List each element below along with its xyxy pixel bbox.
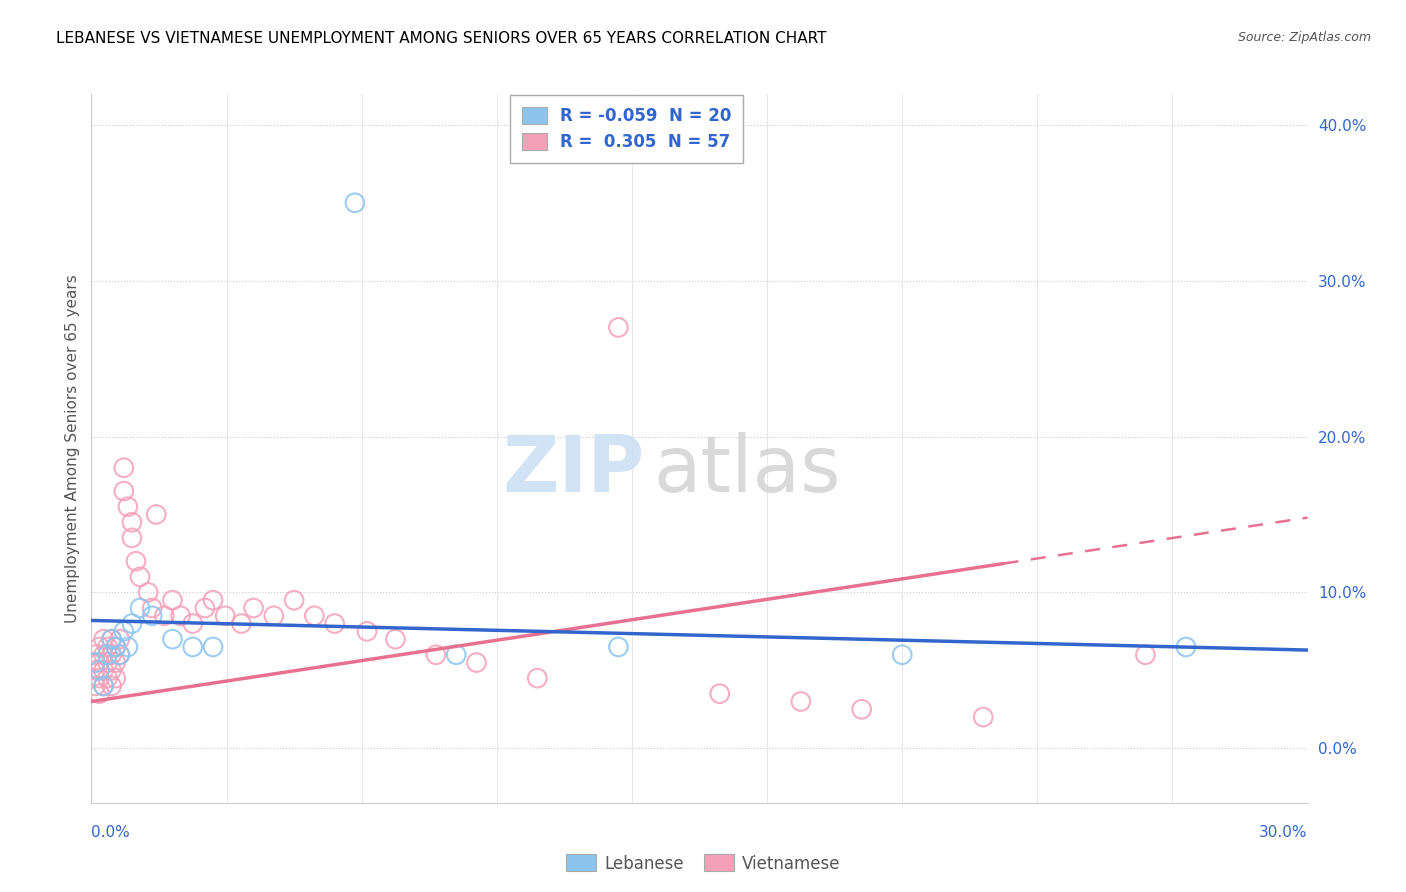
Point (89, 663, 111, 677)
Point (108, 648, 131, 662)
Point (93, 663, 115, 677)
Point (117, 640, 139, 654)
Point (323, 616, 346, 631)
Text: 30.0%: 30.0% (1260, 825, 1308, 840)
Point (136, 585, 159, 599)
Point (1175, 640, 1198, 654)
Point (181, 616, 204, 631)
Point (343, 195, 366, 210)
Point (607, 320, 630, 334)
Point (121, 515, 143, 529)
Point (93, 679, 115, 693)
Point (84, 648, 107, 662)
Point (97, 671, 120, 685)
Point (93, 679, 115, 693)
Point (93, 648, 115, 662)
Point (425, 648, 447, 662)
Point (162, 632, 184, 647)
Point (153, 608, 176, 623)
Point (202, 640, 225, 654)
Point (89, 687, 111, 701)
Point (97, 656, 120, 670)
Point (100, 632, 122, 647)
Point (84, 679, 107, 693)
Point (100, 663, 122, 677)
Point (89, 671, 111, 685)
Point (145, 508, 167, 522)
Point (283, 593, 305, 607)
Text: 0.0%: 0.0% (91, 825, 131, 840)
Point (100, 632, 122, 647)
Point (121, 616, 143, 631)
Point (108, 632, 131, 647)
Point (194, 601, 217, 615)
Point (89, 656, 111, 670)
Point (112, 484, 135, 499)
Point (100, 679, 122, 693)
Point (117, 500, 139, 514)
Point (112, 460, 135, 475)
Point (444, 648, 467, 662)
Point (526, 671, 548, 685)
Point (851, 702, 873, 716)
Point (242, 601, 264, 615)
Point (129, 601, 152, 615)
Point (84, 656, 107, 670)
Point (125, 554, 148, 568)
Text: ZIP: ZIP (502, 432, 645, 508)
Point (141, 601, 163, 615)
Point (104, 656, 127, 670)
Legend: Lebanese, Vietnamese: Lebanese, Vietnamese (560, 847, 846, 880)
Point (231, 616, 253, 631)
Point (465, 656, 488, 670)
Point (162, 593, 184, 607)
Point (891, 648, 914, 662)
Point (790, 694, 813, 708)
Text: Source: ZipAtlas.com: Source: ZipAtlas.com (1237, 31, 1371, 45)
Point (129, 570, 152, 584)
Point (214, 608, 236, 623)
Point (607, 640, 630, 654)
Text: LEBANESE VS VIETNAMESE UNEMPLOYMENT AMONG SENIORS OVER 65 YEARS CORRELATION CHAR: LEBANESE VS VIETNAMESE UNEMPLOYMENT AMON… (56, 31, 827, 46)
Point (304, 608, 326, 623)
Point (93, 632, 115, 647)
Y-axis label: Unemployment Among Seniors over 65 years: Unemployment Among Seniors over 65 years (65, 274, 80, 623)
Point (169, 608, 191, 623)
Point (972, 710, 994, 724)
Point (97, 648, 120, 662)
Point (202, 593, 225, 607)
Point (104, 640, 127, 654)
Point (709, 687, 731, 701)
Point (384, 632, 406, 647)
Point (89, 640, 111, 654)
Text: atlas: atlas (654, 432, 841, 508)
Point (100, 648, 122, 662)
Point (108, 648, 131, 662)
Point (181, 640, 204, 654)
Point (141, 608, 163, 623)
Point (1135, 648, 1157, 662)
Legend: R = -0.059  N = 20, R =  0.305  N = 57: R = -0.059 N = 20, R = 0.305 N = 57 (510, 95, 742, 163)
Point (121, 531, 143, 545)
Point (104, 640, 127, 654)
Point (104, 671, 127, 685)
Point (84, 663, 107, 677)
Point (263, 608, 285, 623)
Point (97, 640, 120, 654)
Point (112, 624, 135, 639)
Point (356, 624, 378, 639)
